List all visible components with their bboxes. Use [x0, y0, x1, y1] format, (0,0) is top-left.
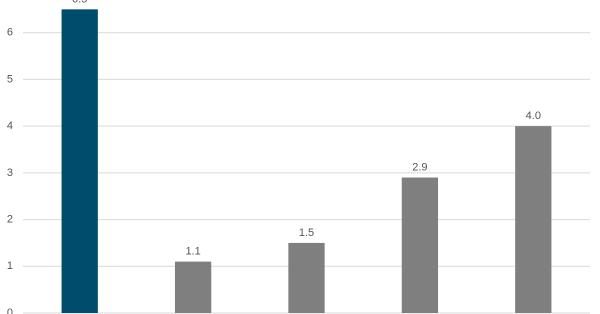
value-label: 1.5: [299, 227, 314, 239]
value-label: 6.5: [72, 0, 87, 5]
value-label: 1.1: [185, 246, 200, 258]
bar: [61, 9, 98, 313]
y-tick-label: 1: [7, 260, 13, 272]
y-tick-label: 5: [7, 73, 13, 85]
value-label: 2.9: [412, 161, 427, 173]
bar: [401, 177, 439, 313]
bar: [174, 261, 212, 313]
y-tick-label: 3: [7, 167, 13, 179]
y-tick-label: 0: [7, 307, 13, 314]
y-tick-label: 4: [7, 120, 13, 132]
y-tick-label: 2: [7, 213, 13, 225]
bar: [515, 126, 552, 313]
bar: [288, 242, 325, 313]
y-tick-label: 6: [7, 27, 13, 39]
value-label: 4.0: [526, 110, 541, 122]
